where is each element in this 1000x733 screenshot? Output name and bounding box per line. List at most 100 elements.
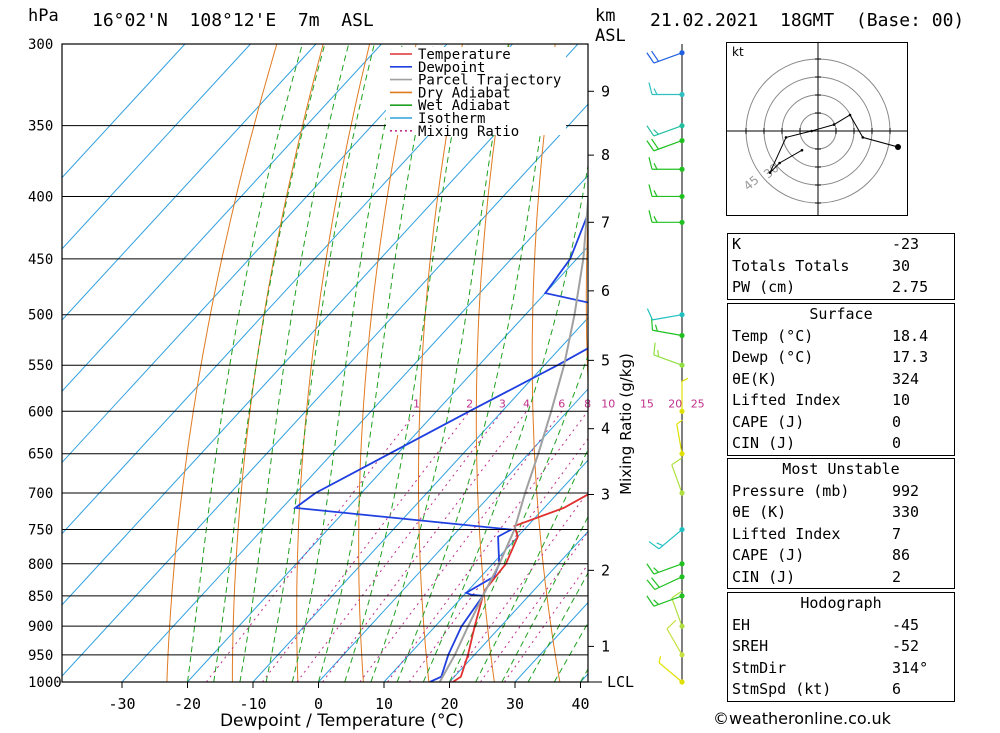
mixing-ratio-label: 4	[523, 397, 530, 410]
x-tick-label: 0	[314, 695, 323, 713]
row-value: 992	[892, 481, 920, 500]
table-row: PW (cm) 2.75	[728, 277, 954, 299]
wet-adiabat-line	[265, 44, 375, 682]
wind-barb-flag	[654, 324, 658, 332]
x-axis-label: Dewpoint / Temperature (°C)	[220, 711, 464, 731]
isotherm-line	[62, 103, 588, 677]
row-label: CAPE (J)	[732, 546, 805, 564]
wind-barb-flag	[658, 656, 662, 663]
wind-barb-flag	[653, 567, 659, 573]
wind-barb-shaft	[652, 329, 683, 337]
legend-entry: Dry Adiabat	[418, 85, 511, 101]
row-label: Pressure (mb)	[732, 481, 850, 500]
wind-barb-shaft	[658, 662, 683, 683]
table-row: Temp (°C) 18.4	[728, 326, 954, 348]
hodograph-point	[778, 161, 781, 165]
row-value: 6	[892, 680, 902, 698]
most-unstable-table: Most Unstable Pressure (mb) 992 θE (K) 330 Li…	[727, 458, 955, 589]
x-tick-label: 30	[506, 695, 524, 713]
wind-barb-flag	[653, 190, 658, 197]
pressure-tick-label: 350	[28, 119, 53, 135]
x-tick-label: 40	[571, 695, 589, 713]
x-tick-label: 20	[440, 695, 458, 713]
isotherm-line	[318, 388, 588, 682]
wind-barb-flag	[671, 590, 683, 599]
table-title: Most Unstable	[782, 460, 900, 478]
row-value: 2.75	[892, 278, 929, 296]
wind-barb-flag	[646, 595, 655, 607]
height-tick-label: 7	[601, 213, 610, 231]
mixing-ratio-label: 3	[499, 397, 506, 410]
row-label: EH	[732, 615, 751, 634]
row-label: Lifted Index	[732, 524, 841, 543]
wind-barb-dot	[679, 652, 685, 658]
legend-entry: Dewpoint	[418, 60, 485, 76]
row-value: 86	[892, 546, 911, 564]
table-row: SREH -52	[728, 636, 954, 658]
location-label: 16°02'N 108°12'E 7m ASL	[92, 10, 374, 31]
dewpoint-series	[292, 211, 588, 682]
row-value: 0	[892, 434, 902, 452]
row-label: SREH	[732, 637, 769, 655]
hodograph-point	[784, 136, 788, 139]
pressure-tick-label: 650	[28, 447, 53, 463]
wind-barb-flag	[650, 317, 654, 331]
row-label: StmDir	[732, 658, 787, 677]
isotherm-line	[383, 459, 588, 682]
mixing-ratio-label: 10	[601, 397, 615, 410]
dry-adiabat-line	[166, 44, 278, 682]
row-label: θE(K)	[732, 369, 778, 388]
mixing-ratio-label: 20	[668, 397, 682, 410]
x-tick-label: -30	[108, 695, 135, 713]
mixing-ratio-line	[261, 410, 470, 682]
row-value: 2	[892, 567, 902, 586]
isotherm-line	[252, 317, 588, 682]
hodograph-point	[848, 113, 852, 117]
mixing-ratio-label: 1	[413, 397, 420, 410]
wet-adiabat-line	[501, 515, 588, 682]
isotherm-line	[62, 44, 251, 250]
pressure-unit-label: hPa	[28, 6, 59, 26]
table-row: K -23	[728, 234, 954, 256]
hodograph-point	[810, 129, 813, 133]
legend-entry: Isotherm	[418, 111, 485, 127]
wind-barb-flag	[646, 52, 655, 64]
isotherm-line	[121, 174, 588, 682]
height-tick-label: 9	[601, 82, 610, 100]
row-value: 18.4	[892, 326, 929, 345]
wind-barb-flag	[648, 82, 653, 95]
table-row: Pressure (mb) 992	[728, 481, 954, 503]
pressure-tick-label: 450	[28, 252, 53, 268]
hodograph-table: Hodograph EH -45 SREH -52 StmDir 314° StmSpd (k…	[727, 592, 955, 702]
row-label: Dewp (°C)	[732, 348, 814, 366]
table-row: θE(K) 324	[728, 369, 954, 391]
table-row: StmDir 314°	[728, 658, 954, 680]
wind-barb-flag	[648, 157, 653, 170]
wind-barb-shaft	[666, 628, 683, 656]
wet-adiabat-line	[527, 571, 588, 682]
mixing-ratio-label: 2	[466, 397, 473, 410]
wind-barb-shaft	[653, 140, 683, 152]
hodograph-point	[861, 136, 865, 139]
isotherm-line	[62, 44, 448, 464]
wind-barb-flag	[651, 50, 660, 62]
isotherm-line	[62, 44, 382, 392]
legend-entry: Temperature	[418, 47, 511, 63]
height-tick-label: 1	[601, 637, 610, 655]
wind-barb-flag	[666, 619, 677, 630]
row-label: StmSpd (kt)	[732, 680, 832, 698]
pressure-tick-label: 950	[28, 648, 53, 664]
wet-adiabat-line	[449, 354, 588, 682]
hodograph-point	[832, 123, 836, 126]
wind-barb-flag	[646, 579, 656, 590]
table-row: CAPE (J) 86	[728, 545, 954, 567]
dry-adiabat-line	[231, 44, 324, 682]
table-title: Hodograph	[800, 594, 882, 612]
wind-barb-shaft	[654, 576, 683, 591]
mixing-ratio-axis-label: Mixing Ratio (g/kg)	[617, 353, 635, 495]
x-tick-label: -10	[239, 695, 266, 713]
x-tick-label: 10	[375, 695, 393, 713]
pressure-tick-label: 700	[28, 486, 53, 502]
